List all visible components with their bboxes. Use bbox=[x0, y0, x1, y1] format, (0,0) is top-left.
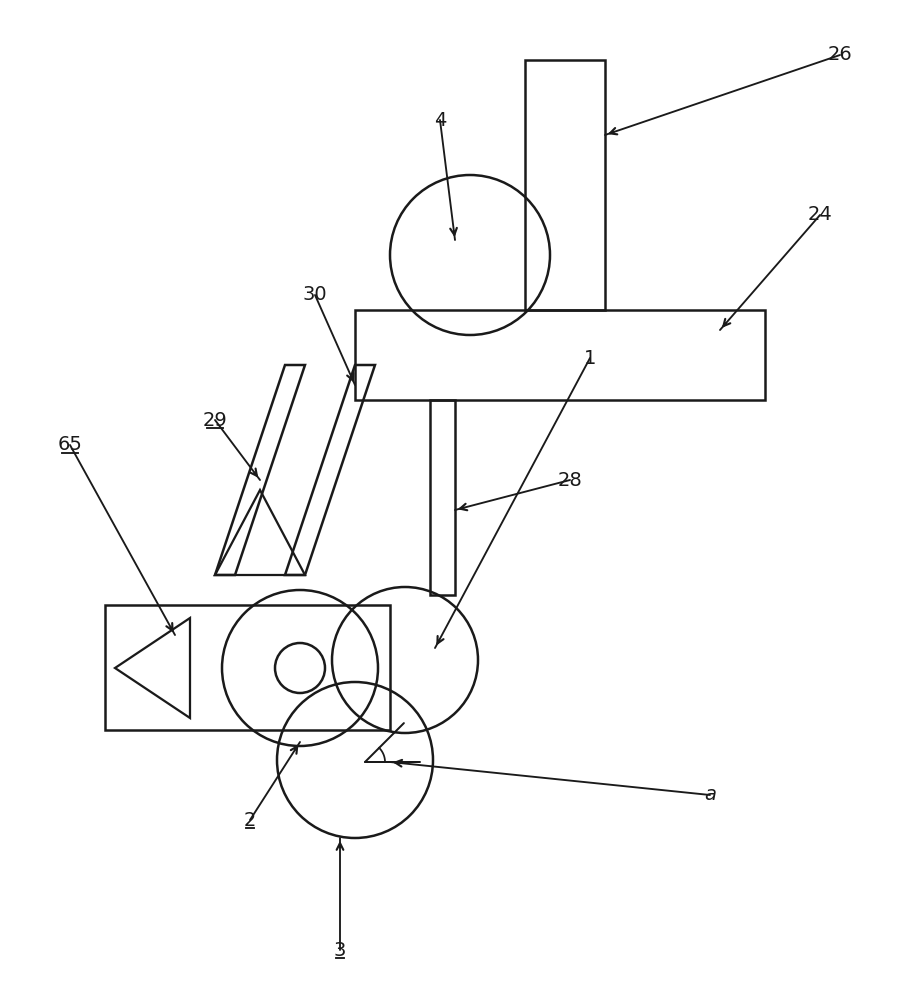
Text: 4: 4 bbox=[433, 110, 446, 129]
Text: 30: 30 bbox=[302, 286, 328, 304]
Text: 2: 2 bbox=[243, 810, 256, 830]
Text: 65: 65 bbox=[58, 436, 82, 454]
Text: 1: 1 bbox=[584, 349, 596, 367]
Text: a: a bbox=[704, 786, 716, 804]
Text: 28: 28 bbox=[557, 471, 583, 489]
Text: 3: 3 bbox=[334, 940, 347, 960]
Text: 29: 29 bbox=[203, 410, 227, 430]
Text: 26: 26 bbox=[828, 45, 853, 64]
Text: 24: 24 bbox=[807, 206, 833, 225]
